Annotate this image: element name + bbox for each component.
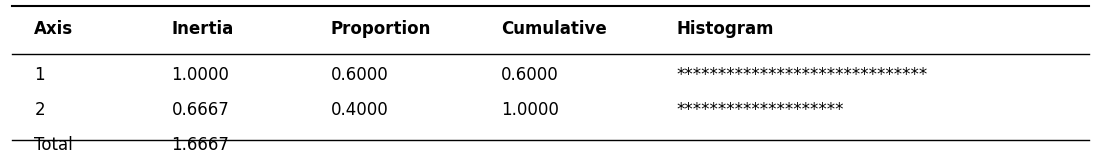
Text: 1: 1 [34,66,45,84]
Text: 1.0000: 1.0000 [172,66,229,84]
Text: 1.6667: 1.6667 [172,136,229,154]
Text: 1.0000: 1.0000 [501,101,559,119]
Text: ******************************: ****************************** [677,66,928,84]
Text: 0.6667: 0.6667 [172,101,229,119]
Text: 0.6000: 0.6000 [331,66,389,84]
Text: Inertia: Inertia [172,20,233,38]
Text: Histogram: Histogram [677,20,774,38]
Text: ********************: ******************** [677,101,844,119]
Text: Axis: Axis [34,20,74,38]
Text: 2: 2 [34,101,45,119]
Text: Proportion: Proportion [331,20,432,38]
Text: 0.6000: 0.6000 [501,66,559,84]
Text: Cumulative: Cumulative [501,20,607,38]
Text: Total: Total [34,136,73,154]
Text: 0.4000: 0.4000 [331,101,389,119]
